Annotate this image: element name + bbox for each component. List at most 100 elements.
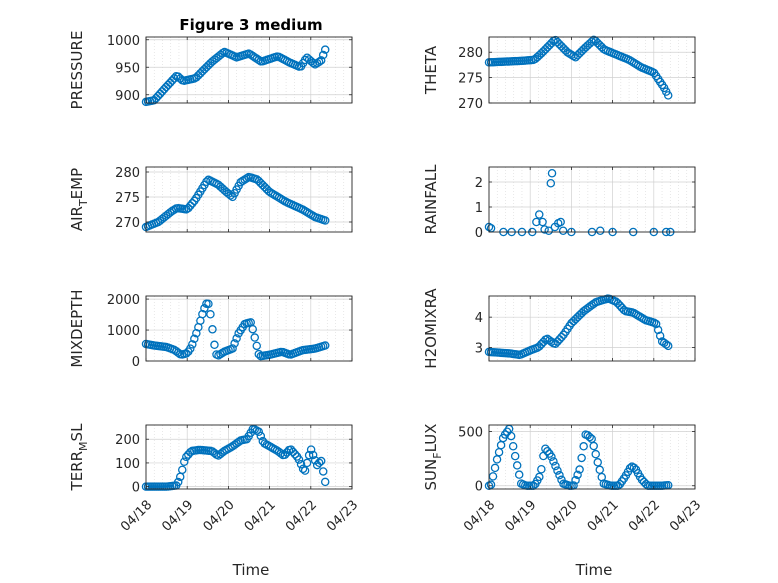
- data-point: [544, 226, 553, 235]
- data-point: [593, 458, 602, 467]
- data-point: [316, 456, 326, 466]
- data-point: [198, 309, 207, 319]
- data-point: [537, 465, 546, 474]
- data-point: [591, 449, 600, 459]
- plot-area: [146, 37, 352, 103]
- y-tick-label: 2000: [107, 293, 140, 308]
- y-axis-label: H2OMIXRA: [422, 288, 440, 369]
- data-point: [177, 465, 187, 475]
- data-point: [663, 341, 673, 351]
- data-point: [543, 446, 552, 456]
- data-point: [535, 210, 544, 219]
- y-tick-label: 275: [115, 191, 140, 206]
- axes-box: [488, 295, 696, 362]
- data-point: [540, 225, 549, 234]
- data-point: [557, 332, 566, 342]
- data-point: [661, 340, 671, 349]
- data-point: [204, 299, 213, 309]
- y-axis-label: TERRMSL: [68, 423, 90, 492]
- data-point: [512, 461, 522, 470]
- data-point: [276, 449, 286, 458]
- y-axis-label: MIXDEPTH: [68, 289, 86, 367]
- data-point: [290, 449, 300, 459]
- data-point: [575, 465, 584, 474]
- x-tick-label: 04/23: [667, 498, 704, 535]
- axes-box: [145, 424, 353, 490]
- data-point: [230, 339, 239, 348]
- y-tick-label: 1: [475, 201, 483, 216]
- data-point: [585, 432, 594, 442]
- data-point: [514, 470, 524, 479]
- data-point: [558, 226, 568, 235]
- x-tick-label: 04/23: [324, 498, 361, 535]
- data-point: [232, 334, 241, 343]
- data-point: [304, 450, 314, 460]
- data-point: [549, 457, 558, 466]
- axes-box: [488, 424, 696, 490]
- data-point: [551, 461, 560, 471]
- subplot-3: 0 1 2 RAINFALL: [422, 164, 696, 241]
- y-axis-label: PRESSURE: [68, 31, 86, 110]
- y-tick-label: 280: [458, 46, 483, 61]
- data-point: [242, 174, 251, 183]
- data-point: [556, 217, 565, 227]
- data-point: [625, 464, 635, 473]
- plot-area: [489, 37, 695, 103]
- axes-box: [488, 166, 696, 233]
- y-tick-label: 100: [115, 457, 140, 472]
- y-tick-label: 0: [132, 481, 140, 496]
- y-axis-label: THETA: [422, 45, 440, 95]
- y-tick-label: 200: [115, 433, 140, 448]
- data-point: [649, 318, 659, 327]
- data-point: [589, 441, 598, 451]
- data-point: [180, 457, 189, 466]
- data-point: [641, 479, 651, 489]
- y-tick-label: 3: [475, 341, 483, 356]
- axes-box: [145, 166, 353, 233]
- data-point: [318, 50, 328, 60]
- data-point: [486, 480, 496, 489]
- data-point: [254, 427, 264, 437]
- data-point: [206, 310, 215, 319]
- y-tick-label: 275: [458, 72, 483, 87]
- y-axis-label: SUNFLUX: [422, 424, 444, 491]
- axes-box: [145, 295, 353, 362]
- x-tick-label: 04/21: [242, 498, 279, 535]
- data-point: [306, 445, 316, 454]
- data-point: [510, 451, 520, 461]
- data-point: [186, 447, 195, 457]
- data-point: [218, 49, 227, 58]
- data-point: [169, 74, 179, 83]
- data-point: [547, 337, 556, 347]
- data-point: [302, 458, 312, 468]
- data-point: [663, 91, 673, 100]
- x-tick-label: 04/18: [118, 498, 155, 535]
- data-point: [186, 344, 195, 353]
- y-tick-label: 2: [475, 176, 483, 191]
- y-tick-label: 500: [458, 426, 483, 441]
- data-point: [169, 205, 179, 215]
- subplot-6: 0 100 200 04/18 04/19 04/20 04/21 04/22 04/23 TER…: [68, 423, 361, 535]
- data-point: [490, 463, 500, 473]
- data-point: [190, 334, 199, 344]
- data-point: [655, 331, 665, 341]
- data-point: [579, 442, 588, 451]
- data-point: [555, 470, 564, 480]
- y-tick-label: 1000: [107, 324, 140, 339]
- x-tick-label: 04/20: [201, 498, 238, 535]
- x-axis-label-right: Time: [575, 561, 613, 579]
- data-point: [535, 472, 544, 482]
- data-point: [532, 217, 541, 227]
- data-point: [508, 441, 518, 451]
- data-point: [294, 455, 304, 464]
- data-point: [587, 37, 596, 46]
- data-point: [314, 57, 324, 67]
- data-point: [256, 431, 266, 441]
- data-point: [228, 344, 237, 353]
- data-point: [538, 217, 547, 227]
- data-point: [202, 177, 211, 186]
- data-point: [316, 56, 326, 65]
- data-point: [248, 324, 257, 334]
